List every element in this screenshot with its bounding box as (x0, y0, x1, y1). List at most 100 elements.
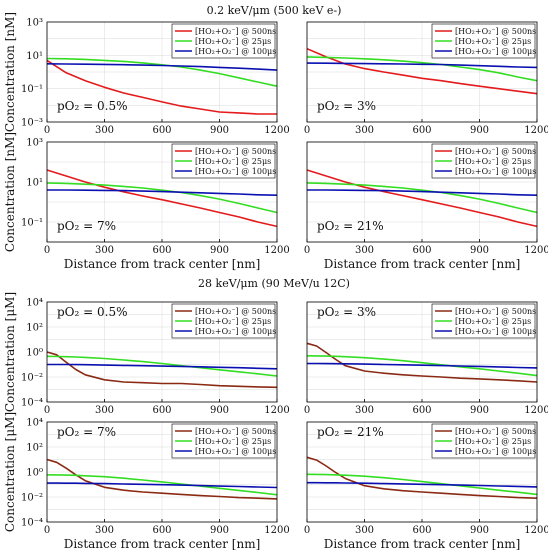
legend-entry: [HO₂+O₂⁻] @ 100μs (455, 327, 536, 336)
series-line-1 (306, 169, 538, 228)
legend-entry: [HO₂+O₂⁻] @ 100μs (455, 167, 536, 176)
legend-entry: [HO₂+O₂⁻] @ 500ns (455, 427, 536, 436)
x-tick-label: 300 (95, 405, 114, 416)
legend-entry: [HO₂+O₂⁻] @ 100μs (195, 47, 276, 56)
series-line-2 (46, 182, 278, 214)
series-line-2 (306, 56, 538, 82)
x-tick-label: 300 (95, 125, 114, 136)
po2-annotation: pO₂ = 3% (317, 305, 376, 319)
series-line-2 (46, 474, 278, 496)
chart-panel-7: 0 300 600 900 1200 10⁻⁴ 10⁻² 10⁰ 10² 10⁴ Concentra… (3, 412, 290, 550)
x-tick-label: 600 (412, 125, 431, 136)
x-tick-label: 1200 (264, 125, 289, 136)
chart-panels: 0 300 600 900 1200 10⁻³ 10⁻¹ 10¹ 10³ Concentratio… (3, 12, 548, 550)
series-line-2 (306, 182, 538, 214)
po2-annotation: pO₂ = 21% (317, 425, 384, 439)
x-tick-label: 600 (152, 245, 171, 256)
y-axis-label: Concentration [μM] (3, 412, 17, 532)
x-tick-label: 600 (412, 405, 431, 416)
po2-annotation: pO₂ = 7% (57, 425, 116, 439)
figure-title-top: 0.2 keV/μm (500 keV e-) (207, 4, 342, 17)
y-tick-label: 10⁰ (26, 468, 43, 479)
legend-entry: [HO₂+O₂⁻] @ 100μs (195, 327, 276, 336)
x-tick-label: 600 (152, 125, 171, 136)
x-tick-label: 0 (304, 125, 310, 136)
legend-entry: [HO₂+O₂⁻] @ 500ns (195, 147, 276, 156)
po2-annotation: pO₂ = 3% (317, 99, 376, 113)
x-tick-label: 0 (44, 405, 50, 416)
x-tick-label: 1200 (524, 405, 548, 416)
y-tick-label: 10⁴ (26, 418, 43, 429)
x-tick-label: 1200 (524, 245, 548, 256)
y-tick-label: 10¹ (26, 178, 43, 189)
legend-entry: [HO₂+O₂⁻] @ 25μs (195, 37, 271, 46)
series-line-1 (306, 342, 538, 383)
y-tick-label: 10¹ (26, 51, 43, 62)
x-tick-label: 600 (152, 525, 171, 536)
legend-entry: [HO₂+O₂⁻] @ 100μs (455, 47, 536, 56)
legend-entry: [HO₂+O₂⁻] @ 500ns (195, 307, 276, 316)
x-tick-label: 300 (95, 525, 114, 536)
x-tick-label: 300 (95, 245, 114, 256)
y-tick-label: 10⁰ (26, 348, 43, 359)
series-line-3 (47, 363, 278, 370)
legend-entry: [HO₂+O₂⁻] @ 25μs (195, 157, 271, 166)
x-tick-label: 1200 (264, 245, 289, 256)
x-tick-label: 0 (304, 405, 310, 416)
x-tick-label: 900 (470, 245, 489, 256)
y-tick-label: 10⁻⁴ (21, 518, 43, 529)
x-tick-label: 300 (355, 405, 374, 416)
legend-entry: [HO₂+O₂⁻] @ 25μs (195, 437, 271, 446)
legend-entry: [HO₂+O₂⁻] @ 100μs (195, 167, 276, 176)
y-tick-label: 10³ (26, 138, 43, 149)
x-tick-label: 300 (355, 245, 374, 256)
chart-panel-5: 0 300 600 900 1200 10⁻⁴ 10⁻² 10⁰ 10² 10⁴ Concentra… (3, 292, 290, 416)
x-tick-label: 1200 (524, 525, 548, 536)
x-tick-label: 600 (412, 245, 431, 256)
x-tick-label: 900 (470, 525, 489, 536)
x-tick-label: 1200 (264, 525, 289, 536)
y-tick-label: 10² (26, 323, 43, 334)
x-axis-label: Distance from track center [nm] (64, 537, 261, 550)
series-line-1 (46, 458, 278, 500)
series-line-1 (306, 456, 538, 499)
series-line-3 (47, 482, 278, 489)
y-tick-label: 10² (26, 443, 43, 454)
x-tick-label: 300 (355, 125, 374, 136)
figure-title-bottom: 28 keV/μm (90 MeV/u 12C) (198, 277, 350, 290)
x-tick-label: 900 (470, 405, 489, 416)
x-tick-label: 900 (470, 125, 489, 136)
x-tick-label: 1200 (264, 405, 289, 416)
x-axis-label: Distance from track center [nm] (324, 257, 521, 271)
legend-entry: [HO₂+O₂⁻] @ 100μs (455, 447, 536, 456)
x-axis-label: Distance from track center [nm] (324, 537, 521, 550)
series-line-2 (306, 473, 538, 496)
legend-entry: [HO₂+O₂⁻] @ 25μs (195, 317, 271, 326)
y-tick-label: 10⁻¹ (21, 84, 43, 95)
x-axis-label: Distance from track center [nm] (64, 257, 261, 271)
series-line-3 (307, 481, 538, 488)
y-tick-label: 10⁻² (21, 493, 43, 504)
y-axis-label: Concentration [nM] (3, 12, 17, 132)
legend-entry: [HO₂+O₂⁻] @ 500ns (455, 307, 536, 316)
po2-annotation: pO₂ = 0.5% (57, 305, 128, 319)
x-tick-label: 1200 (524, 125, 548, 136)
po2-annotation: pO₂ = 0.5% (57, 99, 128, 113)
y-tick-label: 10⁻² (21, 373, 43, 384)
x-tick-label: 300 (355, 525, 374, 536)
x-tick-label: 0 (44, 245, 50, 256)
x-tick-label: 900 (210, 125, 229, 136)
legend-entry: [HO₂+O₂⁻] @ 25μs (455, 317, 531, 326)
x-tick-label: 0 (304, 525, 310, 536)
series-line-3 (306, 62, 538, 69)
po2-annotation: pO₂ = 21% (317, 219, 384, 233)
y-tick-label: 10⁻¹ (21, 218, 43, 229)
series-line-2 (306, 355, 538, 377)
legend-entry: [HO₂+O₂⁻] @ 500ns (455, 147, 536, 156)
series-line-3 (47, 189, 278, 196)
